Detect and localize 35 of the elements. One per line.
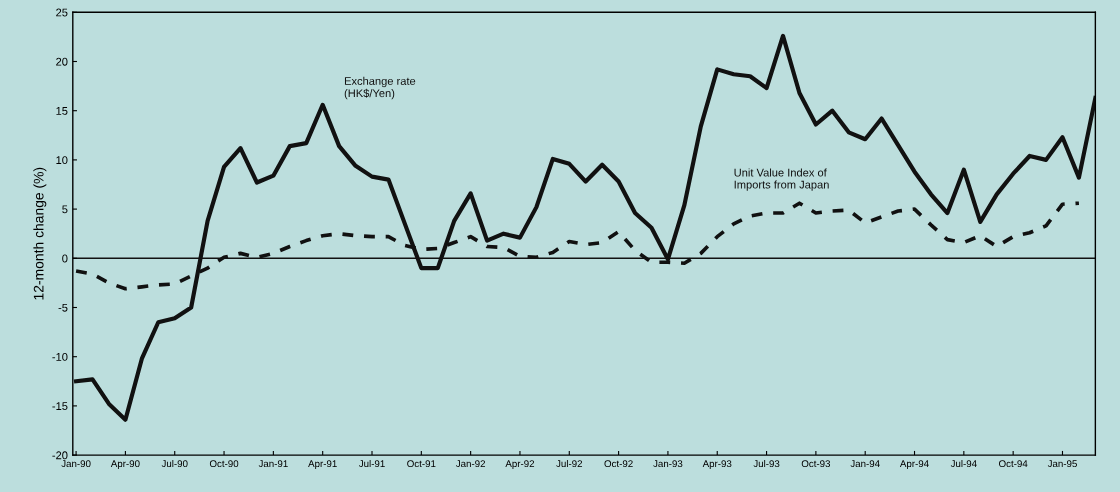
- y-axis-title: 12-month change (%): [33, 167, 47, 300]
- x-tick-label: Jul-91: [358, 459, 385, 468]
- x-tick-label: Jan-91: [258, 460, 288, 468]
- x-tick-label: Jan-90: [61, 460, 91, 468]
- x-tick-label: Jul-90: [161, 459, 188, 468]
- x-tick-label: Apr-91: [308, 460, 337, 470]
- y-tick-label: 10: [56, 156, 68, 165]
- y-tick-label: -10: [52, 352, 68, 361]
- series-label: Unit Value Index of Imports from Japan: [734, 168, 829, 191]
- y-tick-label: -5: [58, 303, 68, 312]
- x-tick-label: Jul-94: [950, 459, 977, 468]
- text: Exchange rate (HK$/Yen): [344, 76, 416, 100]
- x-tick-label: Oct-94: [999, 460, 1028, 468]
- line-series: [74, 33, 1096, 422]
- y-tick-label: 25: [56, 8, 68, 17]
- x-tick-label: Jan-92: [455, 460, 486, 468]
- x-tick-label: Oct-91: [407, 460, 436, 468]
- x-tick-label: Apr-93: [702, 460, 732, 470]
- x-tick-label: Jul-92: [556, 459, 583, 468]
- x-tick-label: Apr-90: [110, 460, 140, 470]
- x-tick-label: Oct-93: [801, 460, 831, 468]
- x-tick-label: Oct-92: [604, 460, 633, 468]
- x-tick-label: Apr-92: [505, 460, 535, 470]
- y-tick-label: 5: [62, 205, 68, 214]
- x-tick-label: Jan-93: [653, 460, 683, 468]
- x-tick-label: Apr-94: [899, 460, 929, 470]
- x-tick-label: Jul-93: [753, 459, 780, 468]
- y-tick-label: -20: [52, 451, 68, 460]
- y-tick-label: 0: [62, 254, 68, 263]
- y-tick-label: 15: [56, 107, 68, 115]
- y-tick-label: -15: [52, 402, 68, 411]
- y-tick-label: 20: [56, 57, 68, 66]
- x-tick-label: Jan-94: [850, 460, 880, 468]
- x-tick-label: Jan-95: [1047, 460, 1077, 468]
- x-tick-label: Oct-90: [209, 460, 239, 468]
